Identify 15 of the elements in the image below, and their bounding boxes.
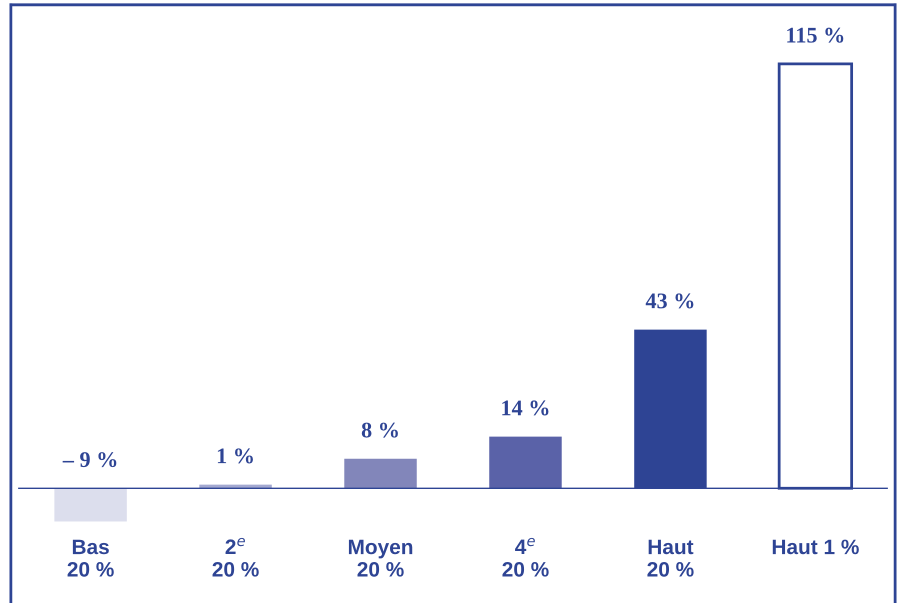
x-tick-label: Haut 1 % [772, 540, 859, 554]
x-tick-label: Haut 20 % [647, 540, 694, 577]
data-label: 8 % [362, 422, 398, 438]
data-label: – 9 % [62, 452, 116, 468]
data-label: 43 % [646, 293, 694, 308]
x-tick-label: Moyen 20 % [348, 540, 412, 577]
x-tick-label: Bas 20 % [68, 540, 114, 577]
bar [54, 488, 127, 522]
data-label: 115 % [787, 28, 844, 43]
data-label: 14 % [502, 400, 548, 416]
data-label: 1 % [218, 448, 253, 464]
x-tick-label: 2$^{e}$ 20 % [212, 538, 259, 577]
bar [344, 458, 417, 488]
x-tick-label: 4$^{e}$ 20 % [502, 538, 549, 577]
bar [489, 436, 562, 488]
